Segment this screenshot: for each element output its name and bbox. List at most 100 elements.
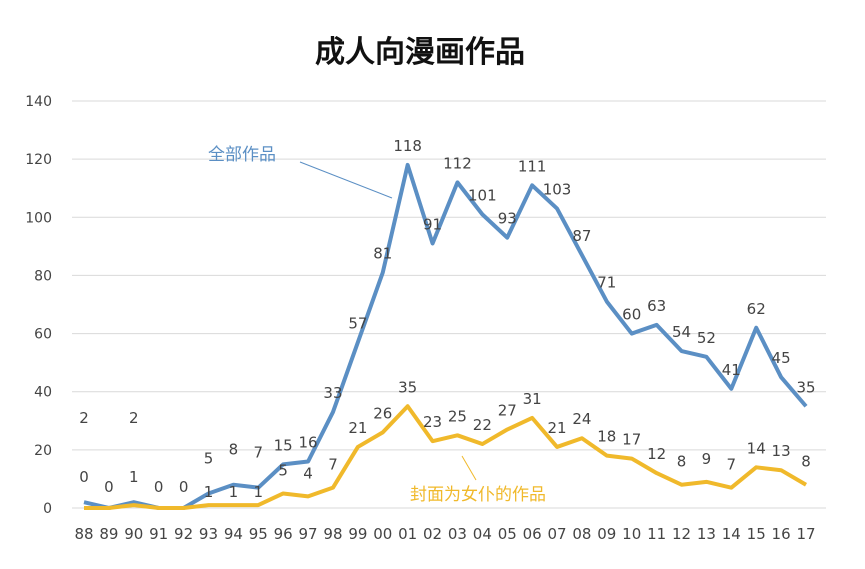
data-label: 45 — [772, 349, 791, 367]
data-label: 1 — [229, 483, 239, 501]
series-2-annotation: 封面为女仆的作品 — [410, 485, 546, 505]
data-label: 8 — [677, 453, 687, 471]
data-label: 26 — [373, 404, 392, 422]
data-label: 33 — [323, 384, 342, 402]
x-tick-label: 01 — [398, 525, 417, 543]
x-tick-label: 04 — [473, 525, 492, 543]
x-tick-label: 13 — [697, 525, 716, 543]
chart-title: 成人向漫画作品 — [315, 35, 525, 70]
series-1-annotation: 全部作品 — [208, 145, 276, 165]
data-label: 63 — [647, 297, 666, 315]
data-label: 16 — [299, 433, 318, 451]
data-label: 18 — [597, 428, 616, 446]
y-tick-label: 80 — [34, 268, 52, 284]
y-tick-label: 120 — [25, 152, 52, 168]
x-tick-label: 92 — [174, 525, 193, 543]
x-tick-label: 03 — [448, 525, 467, 543]
data-label: 118 — [393, 137, 422, 155]
x-tick-label: 09 — [597, 525, 616, 543]
x-tick-label: 91 — [149, 525, 168, 543]
x-tick-label: 02 — [423, 525, 442, 543]
data-label: 112 — [443, 154, 472, 172]
y-tick-label: 140 — [25, 94, 52, 110]
x-tick-label: 10 — [622, 525, 641, 543]
data-label: 0 — [79, 468, 89, 486]
y-tick-label: 20 — [34, 443, 52, 459]
data-label: 0 — [104, 478, 114, 496]
data-label: 2 — [79, 409, 89, 427]
data-label: 35 — [796, 378, 815, 396]
data-label: 54 — [672, 323, 691, 341]
data-label: 14 — [747, 439, 766, 457]
data-label: 21 — [547, 419, 566, 437]
data-label: 8 — [229, 441, 239, 459]
data-label: 57 — [348, 314, 367, 332]
x-tick-label: 16 — [772, 525, 791, 543]
x-tick-label: 14 — [722, 525, 741, 543]
data-label: 23 — [423, 413, 442, 431]
x-tick-label: 97 — [299, 525, 318, 543]
x-tick-label: 12 — [672, 525, 691, 543]
series-2-leader-line — [462, 456, 476, 480]
x-tick-label: 90 — [124, 525, 143, 543]
x-tick-label: 93 — [199, 525, 218, 543]
data-label: 1 — [204, 483, 214, 501]
x-tick-label: 99 — [348, 525, 367, 543]
data-label: 52 — [697, 329, 716, 347]
data-label: 111 — [518, 157, 547, 175]
y-tick-label: 60 — [34, 327, 52, 343]
data-label: 4 — [303, 464, 313, 482]
data-label: 91 — [423, 215, 442, 233]
x-tick-label: 96 — [274, 525, 293, 543]
series-1-leader-line — [300, 162, 392, 198]
x-tick-label: 08 — [572, 525, 591, 543]
data-label: 9 — [702, 450, 712, 468]
data-label: 87 — [572, 227, 591, 245]
data-label: 15 — [274, 436, 293, 454]
data-label: 7 — [254, 444, 264, 462]
data-label: 2 — [129, 409, 139, 427]
data-label: 0 — [154, 478, 164, 496]
y-tick-label: 40 — [34, 385, 52, 401]
data-label: 7 — [328, 456, 338, 474]
data-label: 31 — [523, 390, 542, 408]
data-label: 22 — [473, 416, 492, 434]
data-label: 12 — [647, 445, 666, 463]
data-label: 1 — [129, 468, 139, 486]
data-label: 17 — [622, 431, 641, 449]
data-label: 35 — [398, 378, 417, 396]
data-label: 21 — [348, 419, 367, 437]
data-label: 24 — [572, 410, 591, 428]
data-label: 25 — [448, 407, 467, 425]
y-tick-label: 0 — [43, 501, 52, 517]
data-label: 62 — [747, 300, 766, 318]
x-tick-label: 05 — [498, 525, 517, 543]
data-label: 1 — [254, 483, 264, 501]
data-label: 41 — [722, 361, 741, 379]
x-tick-label: 94 — [224, 525, 243, 543]
data-label: 7 — [727, 456, 737, 474]
data-label: 101 — [468, 186, 497, 204]
data-label: 93 — [498, 210, 517, 228]
data-label: 8 — [801, 453, 811, 471]
x-tick-label: 15 — [747, 525, 766, 543]
x-tick-label: 11 — [647, 525, 666, 543]
data-label: 27 — [498, 402, 517, 420]
x-tick-label: 95 — [249, 525, 268, 543]
x-tick-label: 88 — [74, 525, 93, 543]
x-tick-label: 06 — [523, 525, 542, 543]
data-label: 0 — [179, 478, 189, 496]
data-label: 60 — [622, 306, 641, 324]
data-label: 5 — [204, 449, 214, 467]
data-label: 71 — [597, 274, 616, 292]
data-label: 5 — [278, 461, 288, 479]
x-tick-label: 89 — [99, 525, 118, 543]
x-tick-label: 00 — [373, 525, 392, 543]
data-label: 13 — [772, 442, 791, 460]
data-label: 81 — [373, 245, 392, 263]
y-tick-label: 100 — [25, 210, 52, 226]
x-tick-label: 98 — [323, 525, 342, 543]
data-label: 103 — [543, 181, 572, 199]
